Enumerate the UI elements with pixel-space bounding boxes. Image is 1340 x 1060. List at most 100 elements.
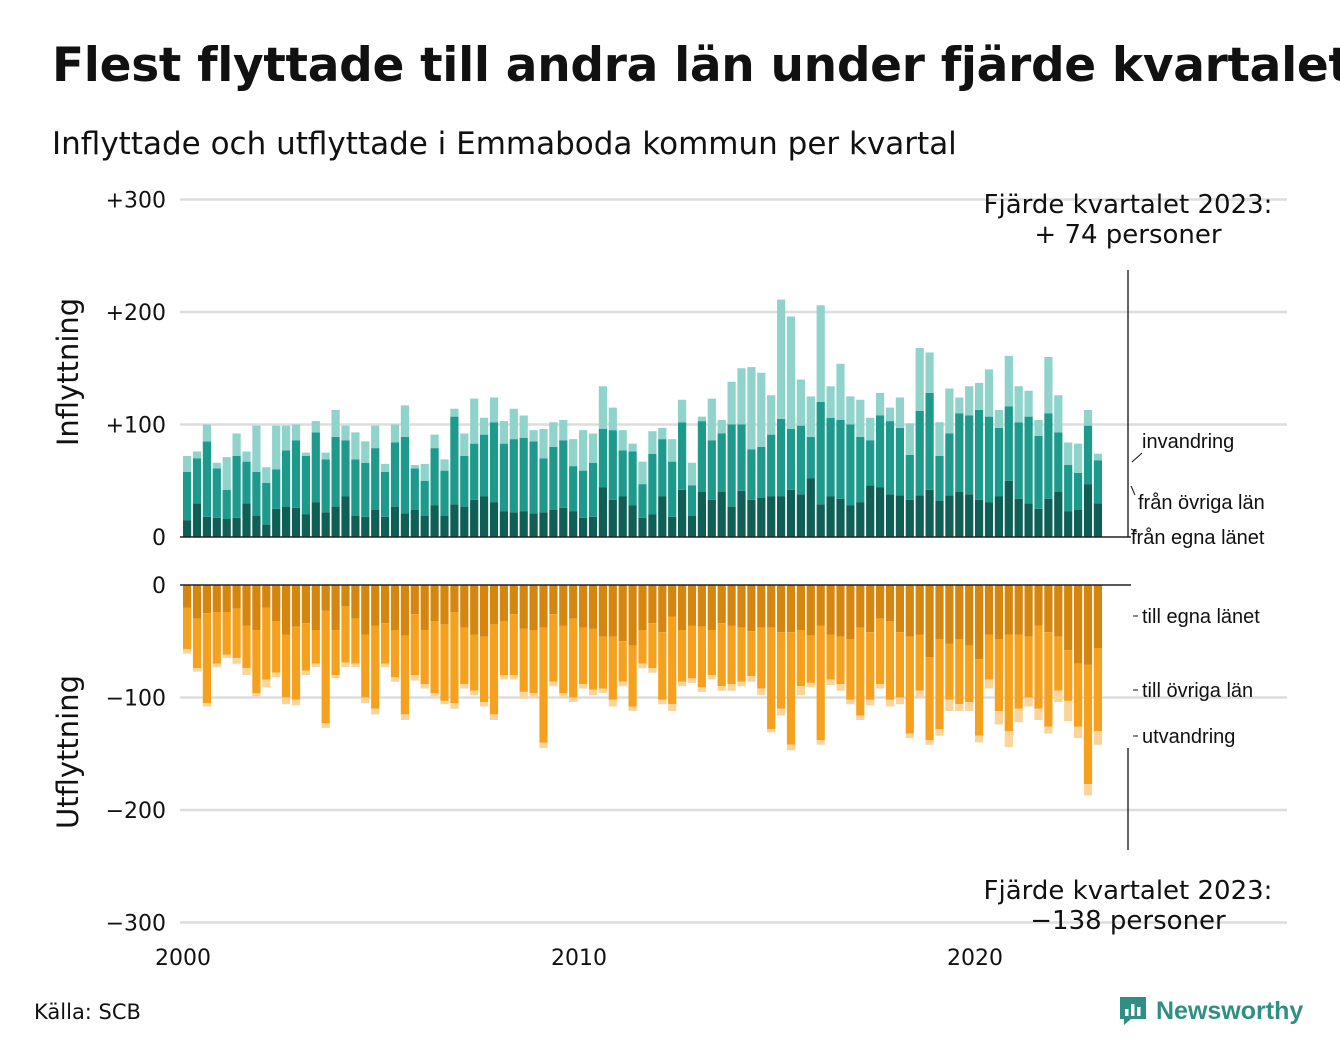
bar-in-immigration [796, 379, 805, 426]
bar-in-own [1024, 503, 1033, 537]
bar-out-emigration [410, 675, 419, 681]
bar-in-immigration [489, 397, 499, 423]
bar-in-other [1083, 425, 1093, 485]
bar-out-emigration [212, 663, 221, 668]
bar-out-other [598, 636, 607, 689]
brand[interactable]: Newsworthy [1118, 995, 1303, 1027]
bar-out-other [796, 630, 805, 687]
newsworthy-logo-icon [1120, 997, 1146, 1025]
bar-out-other [955, 639, 964, 705]
bar-in-immigration [311, 421, 320, 433]
bar-in-other [183, 471, 192, 521]
bar-in-other [806, 436, 815, 479]
bar-out-other [1064, 650, 1073, 701]
bar-in-other [212, 468, 221, 518]
bar-in-immigration [579, 430, 588, 471]
in-y-tick-label: +100 [106, 414, 166, 439]
bar-in-immigration [430, 434, 439, 449]
bar-out-emigration [984, 679, 994, 689]
bar-in-own [410, 510, 419, 537]
bar-in-immigration [381, 463, 390, 472]
bar-in-own [727, 506, 736, 537]
bar-out-other [668, 616, 677, 705]
bar-out-own [489, 585, 499, 625]
bar-in-own [420, 515, 429, 537]
bar-out-other [420, 630, 429, 684]
bar-in-other [638, 484, 647, 518]
bar-out-own [697, 585, 706, 627]
bar-out-other [965, 645, 974, 702]
bar-out-own [470, 585, 479, 635]
bar-out-other [470, 634, 479, 691]
bar-in-own [915, 495, 924, 537]
bar-out-own [579, 585, 588, 628]
bar-in-other [588, 462, 598, 517]
bar-out-other [588, 628, 598, 690]
bar-out-emigration [905, 733, 914, 738]
in-annotation-title: Fjärde kvartalet 2023: [984, 190, 1273, 220]
bar-out-other [499, 621, 508, 675]
bar-out-other [975, 659, 984, 736]
bar-out-emigration [935, 729, 944, 736]
bar-out-own [618, 585, 627, 642]
bar-out-own [499, 585, 508, 621]
bar-in-other [767, 434, 776, 497]
bar-in-own [549, 510, 558, 537]
bar-out-emigration [786, 744, 796, 751]
bar-out-emigration [460, 684, 469, 689]
bar-out-own [777, 585, 786, 633]
chart-subtitle: Inflyttade och utflyttade i Emmaboda kom… [52, 126, 957, 162]
bar-in-own [460, 506, 469, 537]
bar-in-other [331, 436, 340, 507]
bar-out-emigration [183, 649, 192, 654]
bar-in-other [1093, 460, 1102, 504]
bar-in-immigration [876, 393, 885, 416]
bar-in-immigration [509, 408, 518, 440]
bar-out-other [371, 625, 380, 709]
bar-out-own [460, 585, 469, 628]
bar-in-immigration [480, 417, 489, 435]
bar-in-other [668, 461, 677, 517]
bar-out-emigration [579, 684, 588, 689]
bar-out-emigration [687, 678, 697, 683]
bar-out-own [668, 585, 677, 617]
bar-in-other [1044, 413, 1053, 499]
bar-out-other [331, 630, 340, 675]
bar-out-own [1083, 585, 1093, 665]
bar-out-emigration [816, 740, 825, 745]
bar-out-other [529, 630, 538, 693]
bar-in-immigration [648, 431, 657, 454]
in-label-leader [1130, 485, 1136, 496]
bar-in-own [885, 494, 895, 537]
bar-out-emigration [846, 699, 855, 705]
bar-in-own [569, 511, 578, 537]
bar-out-other [1044, 632, 1053, 727]
bar-in-other [192, 458, 202, 504]
bar-in-immigration [638, 461, 647, 485]
bar-out-emigration [707, 675, 716, 680]
bar-in-own [737, 490, 746, 537]
x-tick-label: 2010 [551, 946, 607, 971]
bar-in-immigration [371, 425, 380, 449]
bar-in-other [1014, 422, 1023, 499]
bar-out-emigration [836, 684, 845, 691]
bar-out-emigration [737, 681, 746, 687]
bar-out-other [579, 627, 588, 684]
bar-out-other [885, 621, 895, 700]
bar-out-other [311, 630, 320, 664]
bar-out-other [569, 618, 578, 698]
bar-in-immigration [499, 421, 508, 444]
bar-out-emigration [1034, 708, 1043, 720]
bar-in-other [935, 456, 944, 501]
bar-in-other [400, 436, 409, 514]
bar-in-immigration [1074, 443, 1083, 473]
bar-out-other [747, 631, 756, 677]
bar-out-emigration [1054, 690, 1063, 702]
bar-out-emigration [1064, 700, 1073, 722]
bar-in-other [381, 471, 390, 517]
bar-in-other [984, 416, 994, 503]
bar-in-immigration [212, 462, 221, 469]
bar-out-own [529, 585, 538, 630]
bar-out-other [262, 607, 271, 680]
bar-out-own [1004, 585, 1013, 635]
